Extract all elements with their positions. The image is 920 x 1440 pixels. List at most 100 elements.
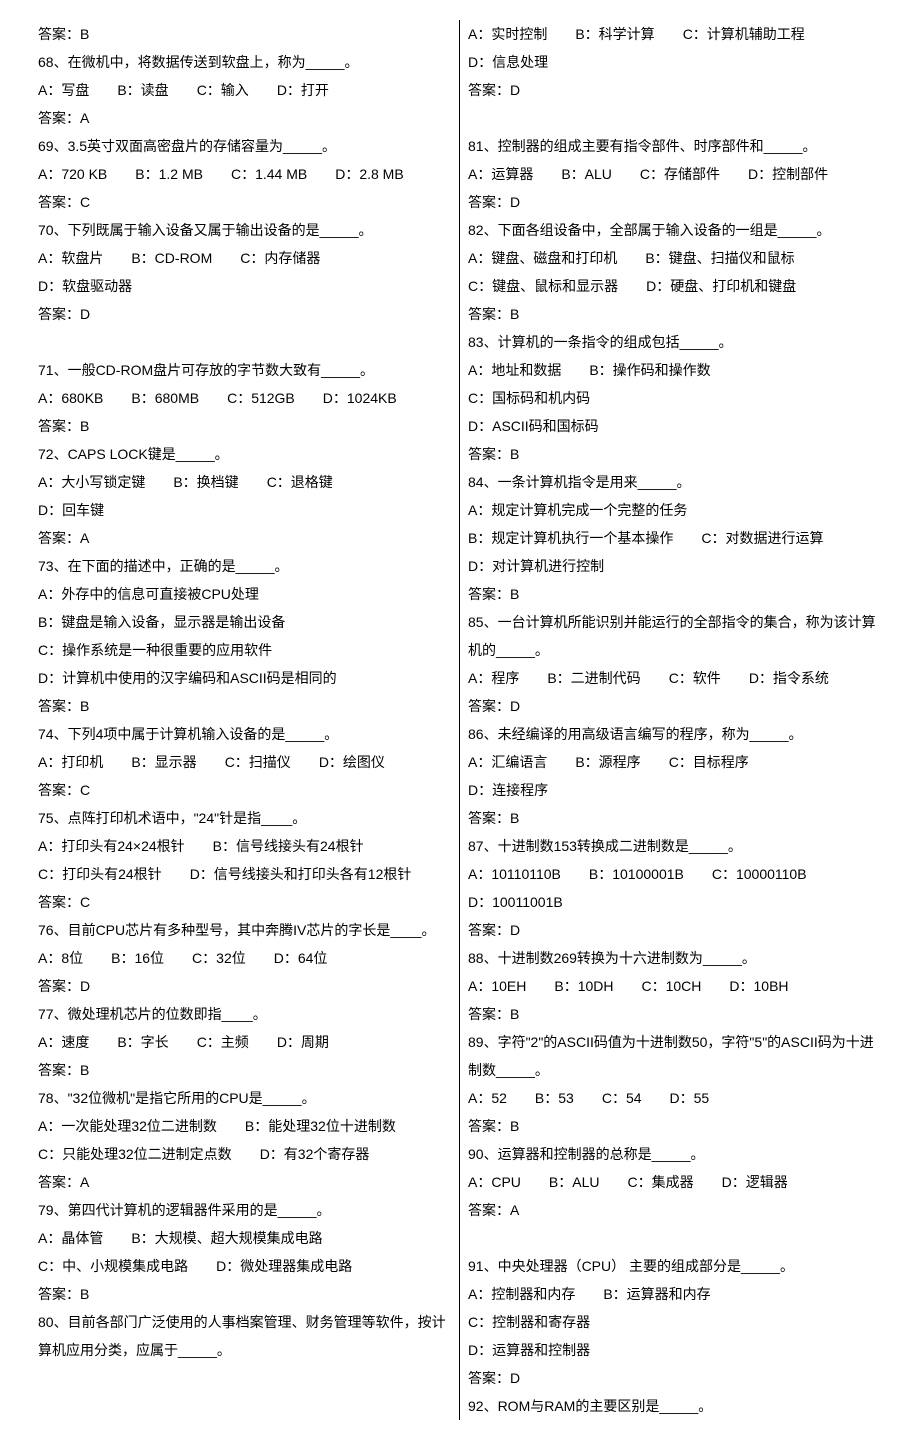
text-line: 答案：B — [468, 804, 882, 832]
text-line: A：10EHB：10DHC：10CHD：10BH — [468, 972, 882, 1000]
text-line: 88、十进制数269转换为十六进制数为_____。 — [468, 944, 882, 972]
option: C：中、小规模集成电路 — [38, 1258, 188, 1274]
option: D：周期 — [277, 1034, 329, 1050]
option: B：10DH — [554, 978, 613, 994]
text-line: 83、计算机的一条指令的组成包括_____。 — [468, 328, 882, 356]
text-line: 答案：C — [38, 776, 451, 804]
option: B：键盘、扫描仪和鼠标 — [645, 250, 794, 266]
option: D：有32个寄存器 — [260, 1146, 370, 1162]
text-line: 答案：D — [468, 1364, 882, 1392]
text-line: 答案：B — [38, 20, 451, 48]
option: A：控制器和内存 — [468, 1286, 575, 1302]
option: C：32位 — [192, 950, 246, 966]
text-line: A：大小写锁定键B：换档键C：退格键D：回车键 — [38, 468, 451, 524]
option: B：换档键 — [173, 474, 238, 490]
option: A：程序 — [468, 670, 519, 686]
option: C：扫描仪 — [225, 754, 291, 770]
text-line: A：8位B：16位C：32位D：64位 — [38, 944, 451, 972]
option: C：退格键 — [267, 474, 333, 490]
text-line: 答案：D — [468, 188, 882, 216]
option: C：10CH — [642, 978, 702, 994]
option: D：回车键 — [38, 502, 104, 518]
option: D：控制部件 — [748, 166, 828, 182]
text-line: A：外存中的信息可直接被CPU处理B：键盘是输入设备，显示器是输出设备C：操作系… — [38, 580, 451, 692]
option: A：打印头有24×24根针 — [38, 838, 185, 854]
option: B：源程序 — [575, 754, 640, 770]
text-line: 答案：C — [38, 188, 451, 216]
text-line: A：规定计算机完成一个完整的任务B：规定计算机执行一个基本操作C：对数据进行运算… — [468, 496, 882, 580]
text-line: D：ASCII码和国标码 — [468, 412, 882, 440]
option: C：10000110B — [712, 866, 807, 882]
text-line: 90、运算器和控制器的总称是_____。 — [468, 1140, 882, 1168]
text-line: 84、一条计算机指令是用来_____。 — [468, 468, 882, 496]
option: A：外存中的信息可直接被CPU处理 — [38, 586, 259, 602]
option: C：对数据进行运算 — [701, 530, 823, 546]
option: A：运算器 — [468, 166, 533, 182]
option: A：软盘片 — [38, 250, 103, 266]
text-line: 答案：C — [38, 888, 451, 916]
text-line: 答案：B — [468, 440, 882, 468]
option: C：主频 — [197, 1034, 249, 1050]
text-line: A：680KBB：680MBC：512GBD：1024KB — [38, 384, 451, 412]
right-column: A：实时控制B：科学计算C：计算机辅助工程D：信息处理答案：D 81、控制器的组… — [460, 20, 890, 1420]
option: A：CPU — [468, 1174, 521, 1190]
option: C：只能处理32位二进制定点数 — [38, 1146, 232, 1162]
option: C：内存储器 — [240, 250, 320, 266]
option: B：ALU — [561, 166, 612, 182]
text-line: A：CPUB：ALUC：集成器D：逻辑器 — [468, 1168, 882, 1196]
text-line: 答案：A — [38, 104, 451, 132]
text-line — [38, 328, 451, 356]
text-line: 85、一台计算机所能识别并能运行的全部指令的集合，称为该计算机的_____。 — [468, 608, 882, 664]
option: D：2.8 MB — [335, 166, 403, 182]
text-line: 77、微处理机芯片的位数即指____。 — [38, 1000, 451, 1028]
text-line: 答案：D — [468, 692, 882, 720]
option: A：52 — [468, 1090, 507, 1106]
text-line: A：汇编语言B：源程序C：目标程序D：连接程序 — [468, 748, 882, 804]
text-line — [468, 1224, 882, 1252]
text-line: 76、目前CPU芯片有多种型号，其中奔腾IV芯片的字长是____。 — [38, 916, 451, 944]
text-line: A：打印机B：显示器C：扫描仪D：绘图仪 — [38, 748, 451, 776]
option: B：规定计算机执行一个基本操作 — [468, 530, 673, 546]
text-line: 答案：D — [468, 76, 882, 104]
option: A：晶体管 — [38, 1230, 103, 1246]
option: B：16位 — [111, 950, 164, 966]
text-line: 75、点阵打印机术语中，"24"针是指____。 — [38, 804, 451, 832]
option: D：信号线接头和打印头各有12根针 — [190, 866, 412, 882]
text-line: 74、下列4项中属于计算机输入设备的是_____。 — [38, 720, 451, 748]
option: D：软盘驱动器 — [38, 278, 132, 294]
text-line: C：只能处理32位二进制定点数 D：有32个寄存器 — [38, 1140, 451, 1168]
text-line: 71、一般CD-ROM盘片可存放的字节数大致有_____。 — [38, 356, 451, 384]
text-line: 82、下面各组设备中，全部属于输入设备的一组是_____。 — [468, 216, 882, 244]
text-line: A：52B：53C：54D：55 — [468, 1084, 882, 1112]
option: D：指令系统 — [749, 670, 829, 686]
option: D：55 — [670, 1090, 710, 1106]
text-line: 答案：D — [38, 972, 451, 1000]
option: B：科学计算 — [575, 26, 654, 42]
text-line: 答案：A — [38, 1168, 451, 1196]
option: D：信息处理 — [468, 54, 548, 70]
left-column: 答案：B68、在微机中，将数据传送到软盘上，称为_____。A：写盘B：读盘C：… — [30, 20, 460, 1420]
text-line: 79、第四代计算机的逻辑器件采用的是_____。 — [38, 1196, 451, 1224]
text-line: 答案：B — [468, 1112, 882, 1140]
text-line: 72、CAPS LOCK键是_____。 — [38, 440, 451, 468]
text-line: A：键盘、磁盘和打印机B：键盘、扫描仪和鼠标C：键盘、鼠标和显示器D：硬盘、打印… — [468, 244, 882, 300]
text-line: A：10110110B B：10100001B C：10000110B — [468, 860, 882, 888]
option: A：8位 — [38, 950, 83, 966]
option: C：国标码和机内码 — [468, 390, 590, 406]
text-line: 答案：A — [38, 524, 451, 552]
text-line: A：打印头有24×24根针B：信号线接头有24根针C：打印头有24根针D：信号线… — [38, 832, 451, 888]
option: C：512GB — [227, 390, 295, 406]
option: A：汇编语言 — [468, 754, 547, 770]
text-line: 91、中央处理器（CPU） 主要的组成部分是_____。 — [468, 1252, 882, 1280]
option: D：硬盘、打印机和键盘 — [646, 278, 796, 294]
option: B：大规模、超大规模集成电路 — [131, 1230, 322, 1246]
option: B：信号线接头有24根针 — [213, 838, 364, 854]
option: B：680MB — [131, 390, 199, 406]
option: B：10100001B — [589, 866, 684, 882]
option: C：1.44 MB — [231, 166, 307, 182]
option: D：对计算机进行控制 — [468, 558, 604, 574]
option: A：键盘、磁盘和打印机 — [468, 250, 617, 266]
option: A：10110110B — [468, 866, 561, 882]
option: D：10BH — [729, 978, 788, 994]
text-line: 答案：B — [38, 692, 451, 720]
